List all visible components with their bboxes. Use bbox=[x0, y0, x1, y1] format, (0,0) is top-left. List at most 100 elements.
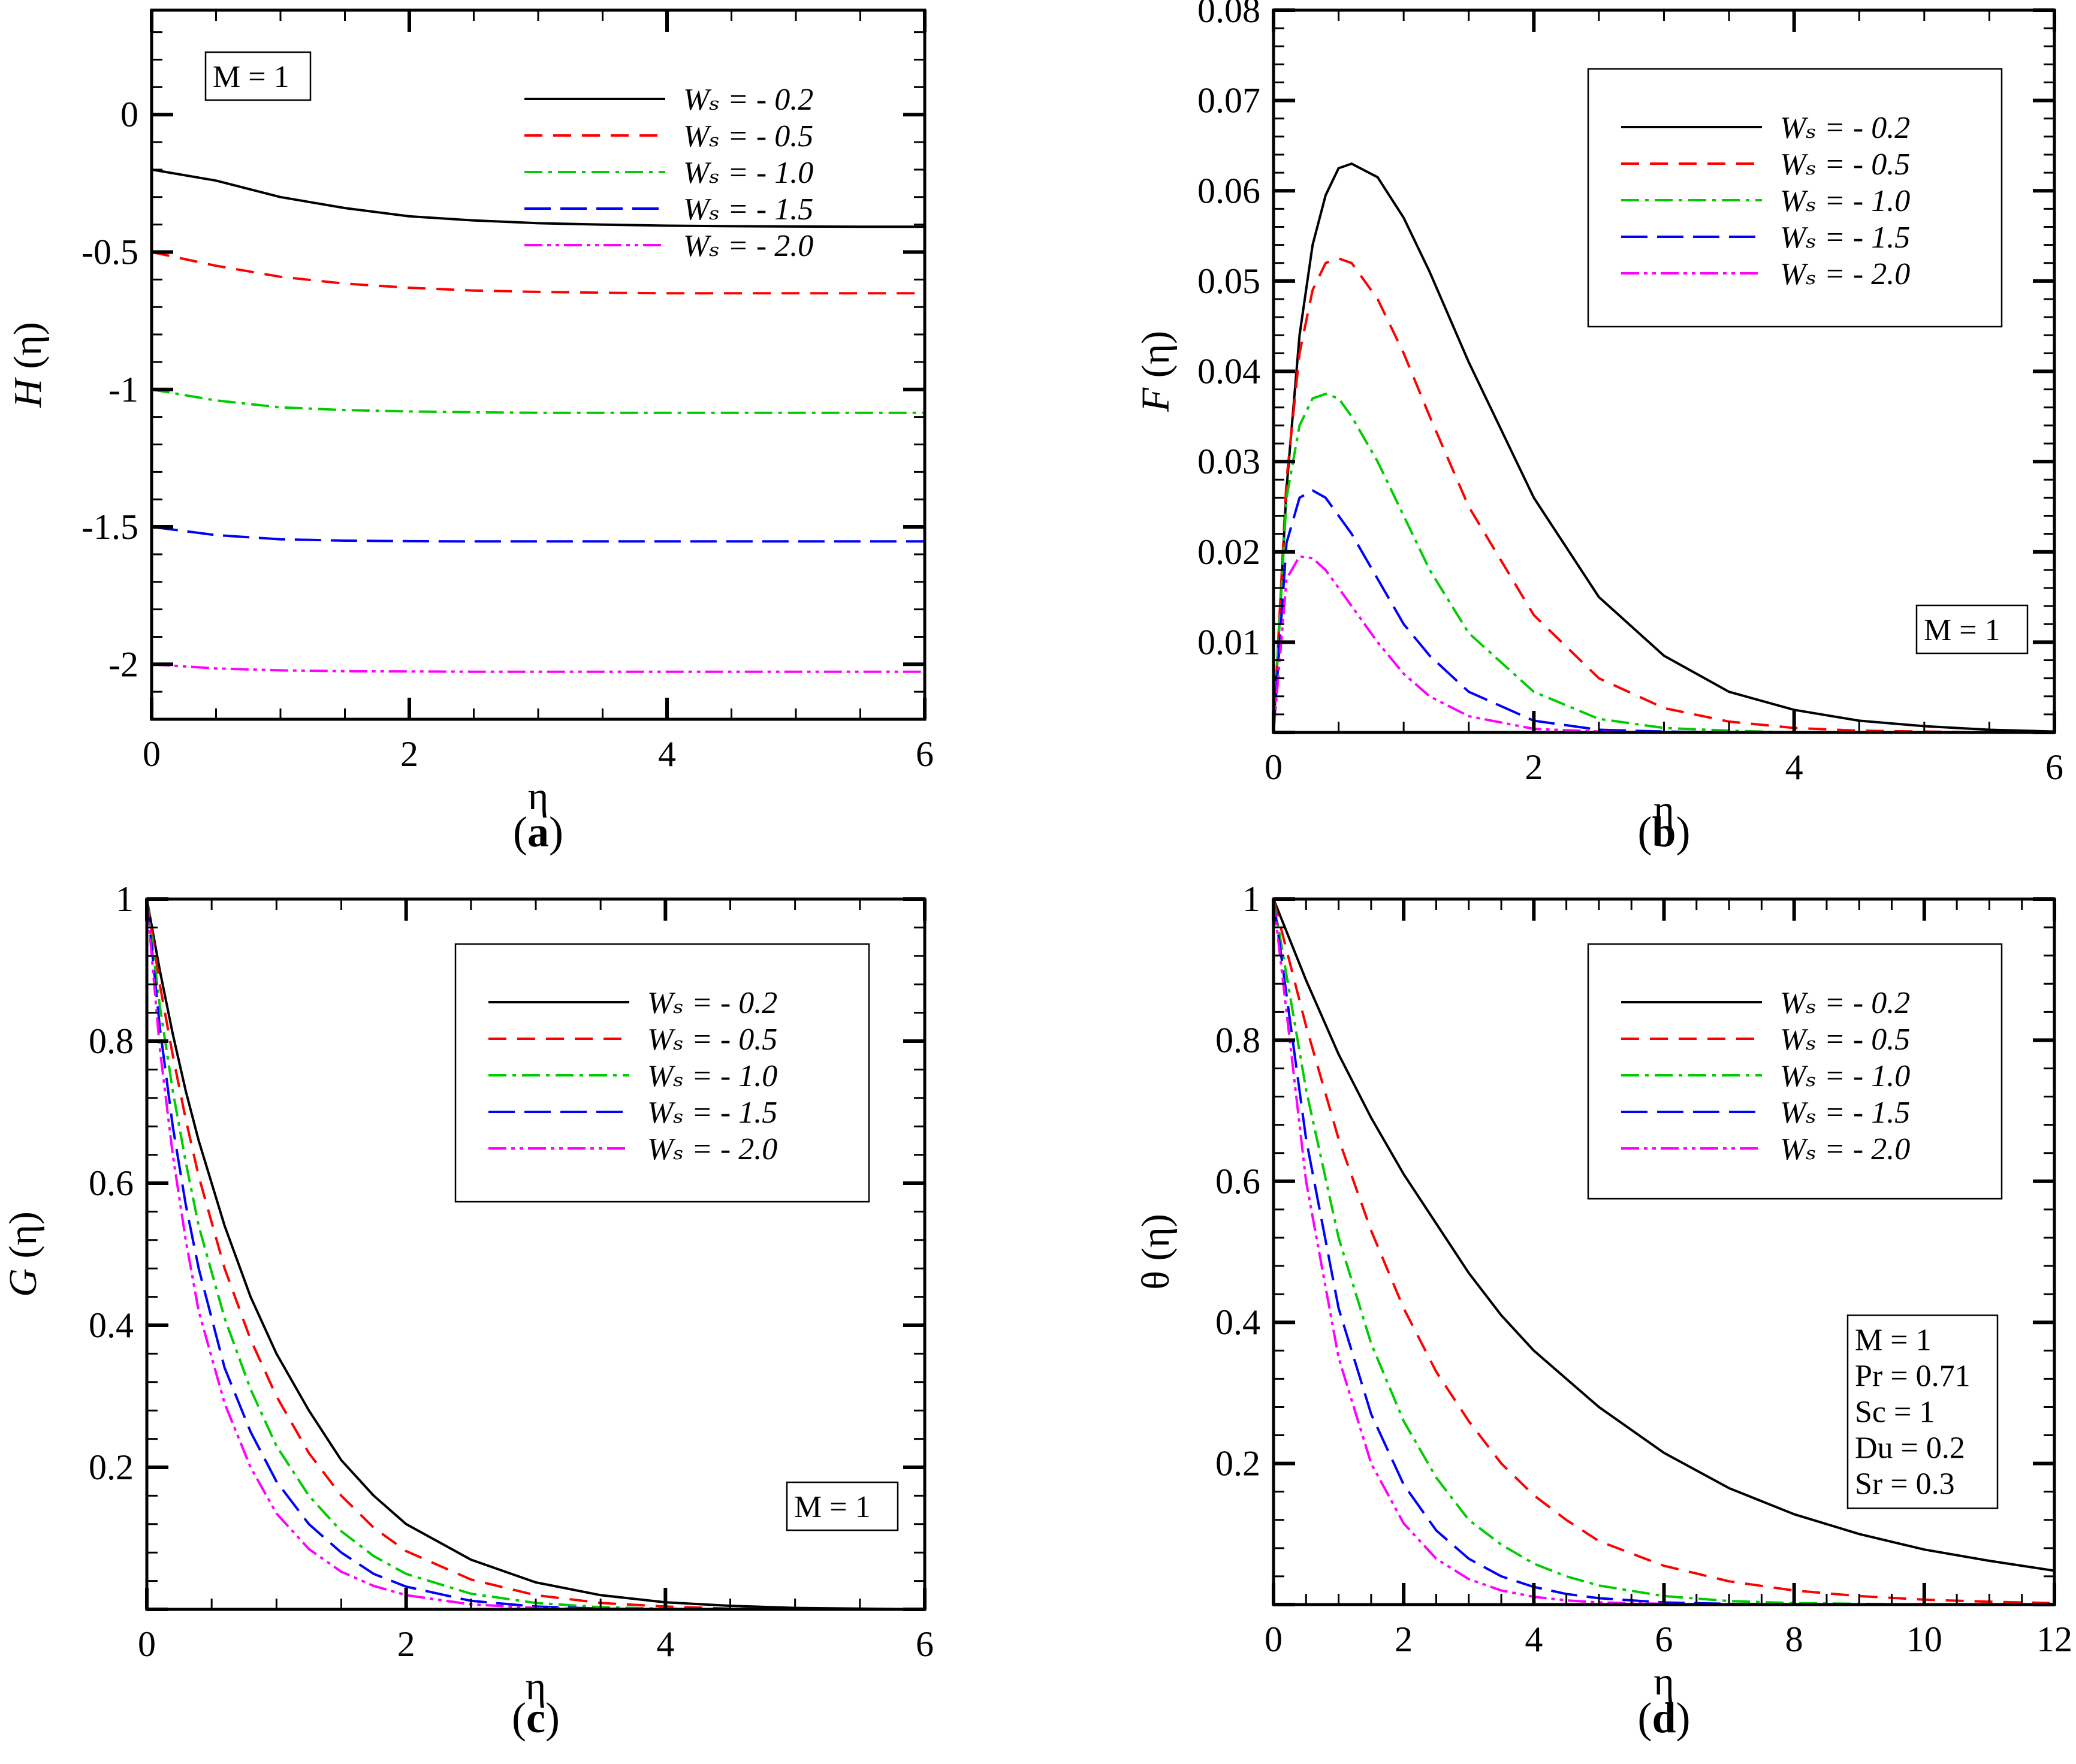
series-group bbox=[1274, 162, 2054, 732]
legend-label-5: Wₛ = - 2.0 bbox=[647, 1132, 777, 1166]
param-text-1: M = 1 bbox=[1855, 1323, 1932, 1357]
y-axis-title: F (η) bbox=[1134, 331, 1178, 412]
legend: Wₛ = - 0.2Wₛ = - 0.5Wₛ = - 1.0Wₛ = - 1.5… bbox=[1587, 943, 2003, 1200]
param-box-frame bbox=[1846, 1314, 1999, 1509]
panel-caption: (a) bbox=[513, 808, 563, 856]
series-line-1 bbox=[1274, 162, 2054, 732]
y-axis-title: θ (η) bbox=[1134, 1214, 1178, 1290]
legend-label-4: Wₛ = - 1.5 bbox=[683, 192, 813, 227]
legend-label-3: Wₛ = - 1.0 bbox=[647, 1059, 777, 1093]
y-axis-title-symbol: F bbox=[1134, 387, 1178, 412]
y-tick-label: 0.6 bbox=[89, 1163, 134, 1203]
legend-label-5: Wₛ = - 2.0 bbox=[1780, 257, 1910, 291]
caption-letter: c bbox=[526, 1694, 545, 1742]
caption-letter: b bbox=[1652, 808, 1676, 856]
panel-a: 0 2 4 60-0.5-1-1.5-2ηH (η)(a)Wₛ = - 0.2Wₛ =… bbox=[6, 8, 934, 856]
series-line-4 bbox=[1274, 489, 2054, 732]
y-tick-label: 0.08 bbox=[1197, 0, 1260, 30]
y-axis-title-argument: (η) bbox=[1, 1211, 45, 1268]
x-tick-label: 0 bbox=[1265, 1620, 1283, 1659]
series-line-5 bbox=[1274, 899, 2054, 1605]
caption-open: ( bbox=[1637, 808, 1652, 856]
param-text-3: Sc = 1 bbox=[1855, 1395, 1935, 1429]
series-line-2 bbox=[1274, 257, 2054, 732]
y-tick-label: -1.5 bbox=[82, 507, 138, 547]
param-text-1: M = 1 bbox=[213, 60, 289, 94]
x-axis-title: η bbox=[1653, 788, 1674, 831]
y-tick-label: 0.03 bbox=[1197, 442, 1260, 481]
y-axis-title-symbol: θ bbox=[1134, 1271, 1178, 1290]
y-axis-title-argument: (η) bbox=[1134, 1214, 1178, 1271]
panel-caption: (c) bbox=[512, 1694, 560, 1742]
x-axis-title: η bbox=[1653, 1660, 1674, 1703]
caption-letter: d bbox=[1652, 1694, 1676, 1742]
param-box-frame bbox=[1915, 604, 2029, 655]
y-tick-label: 0.06 bbox=[1197, 171, 1260, 210]
x-tick-label: 2 bbox=[400, 734, 418, 774]
legend: Wₛ = - 0.2Wₛ = - 0.5Wₛ = - 1.0Wₛ = - 1.5… bbox=[454, 943, 870, 1203]
y-axis-title-symbol: H bbox=[6, 377, 50, 408]
caption-letter: a bbox=[527, 808, 549, 856]
legend-label-3: Wₛ = - 1.0 bbox=[1780, 184, 1910, 218]
y-tick-label: 0.6 bbox=[1215, 1162, 1260, 1201]
series-line-5 bbox=[1274, 555, 2054, 732]
series-group bbox=[152, 168, 925, 673]
x-tick-label: 4 bbox=[656, 1624, 674, 1664]
y-tick-label: 1 bbox=[1242, 879, 1260, 919]
legend-label-2: Wₛ = - 0.5 bbox=[683, 119, 813, 153]
x-tick-label: 12 bbox=[2036, 1620, 2072, 1659]
legend-label-1: Wₛ = - 0.2 bbox=[1780, 111, 1910, 145]
series-line-4 bbox=[1274, 899, 2054, 1605]
y-tick-label: -1 bbox=[108, 370, 138, 409]
panel-b: 0 2 4 6 0.01 0.02 0.03 0.04 0.05 0.06 0.07 0.08 η F (… bbox=[1134, 0, 2063, 856]
x-tick-label: 2 bbox=[1525, 747, 1543, 787]
y-tick-label: 0.07 bbox=[1197, 81, 1260, 120]
y-tick-label: 1 bbox=[116, 879, 134, 919]
y-tick-label: 0.4 bbox=[89, 1305, 134, 1345]
caption-close: ) bbox=[549, 808, 563, 856]
legend-label-5: Wₛ = - 2.0 bbox=[683, 229, 813, 263]
series-line-4 bbox=[147, 899, 925, 1609]
y-tick-label: 0.4 bbox=[1215, 1302, 1260, 1342]
param-box: M = 1 bbox=[204, 51, 312, 101]
series-line-2 bbox=[152, 251, 925, 295]
y-tick-label: 0 bbox=[120, 95, 138, 134]
x-tick-label: 0 bbox=[1265, 747, 1283, 787]
legend-label-3: Wₛ = - 1.0 bbox=[1780, 1059, 1910, 1093]
y-axis-title: G (η) bbox=[1, 1211, 45, 1297]
param-text-2: Pr = 0.71 bbox=[1855, 1359, 1971, 1393]
y-tick-label: 0.01 bbox=[1197, 622, 1260, 662]
x-tick-label: 6 bbox=[916, 1624, 934, 1664]
param-text-1: M = 1 bbox=[794, 1490, 871, 1524]
x-tick-label: 2 bbox=[1395, 1620, 1413, 1659]
caption-open: ( bbox=[512, 1694, 526, 1742]
caption-close: ) bbox=[545, 1694, 560, 1742]
y-axis-title-argument: (η) bbox=[1134, 331, 1178, 388]
param-text-4: Du = 0.2 bbox=[1855, 1431, 1965, 1465]
x-tick-label: 6 bbox=[2045, 747, 2063, 787]
panel-d: 0 2 4 6 8 10 12 0.2 0.4 0.6 0.8 1 η θ (η) (d) Wₛ = - 0.… bbox=[1134, 879, 2072, 1742]
param-text-1: M = 1 bbox=[1924, 613, 2000, 647]
legend-label-4: Wₛ = - 1.5 bbox=[1780, 221, 1910, 255]
y-tick-label: 0.2 bbox=[1215, 1444, 1260, 1483]
x-tick-label: 6 bbox=[1655, 1620, 1673, 1659]
legend-label-2: Wₛ = - 0.5 bbox=[1780, 1023, 1910, 1057]
panel-caption: (b) bbox=[1637, 808, 1690, 856]
legend-label-1: Wₛ = - 0.2 bbox=[683, 83, 813, 117]
legend-label-3: Wₛ = - 1.0 bbox=[683, 156, 813, 190]
param-box: M = 1 bbox=[1915, 604, 2029, 655]
x-tick-label: 0 bbox=[138, 1624, 156, 1664]
series-line-2 bbox=[1274, 899, 2054, 1605]
y-tick-label: 0.2 bbox=[89, 1448, 134, 1487]
y-tick-label: 0.05 bbox=[1197, 261, 1260, 301]
caption-close: ) bbox=[1676, 808, 1691, 856]
legend-label-4: Wₛ = - 1.5 bbox=[1780, 1096, 1910, 1130]
legend-box bbox=[1587, 943, 2003, 1200]
y-tick-label: 0.02 bbox=[1197, 532, 1260, 572]
y-axis-title: H (η) bbox=[6, 322, 50, 408]
x-axis-title: η bbox=[526, 1665, 547, 1708]
y-axis-title-argument: (η) bbox=[6, 322, 50, 379]
